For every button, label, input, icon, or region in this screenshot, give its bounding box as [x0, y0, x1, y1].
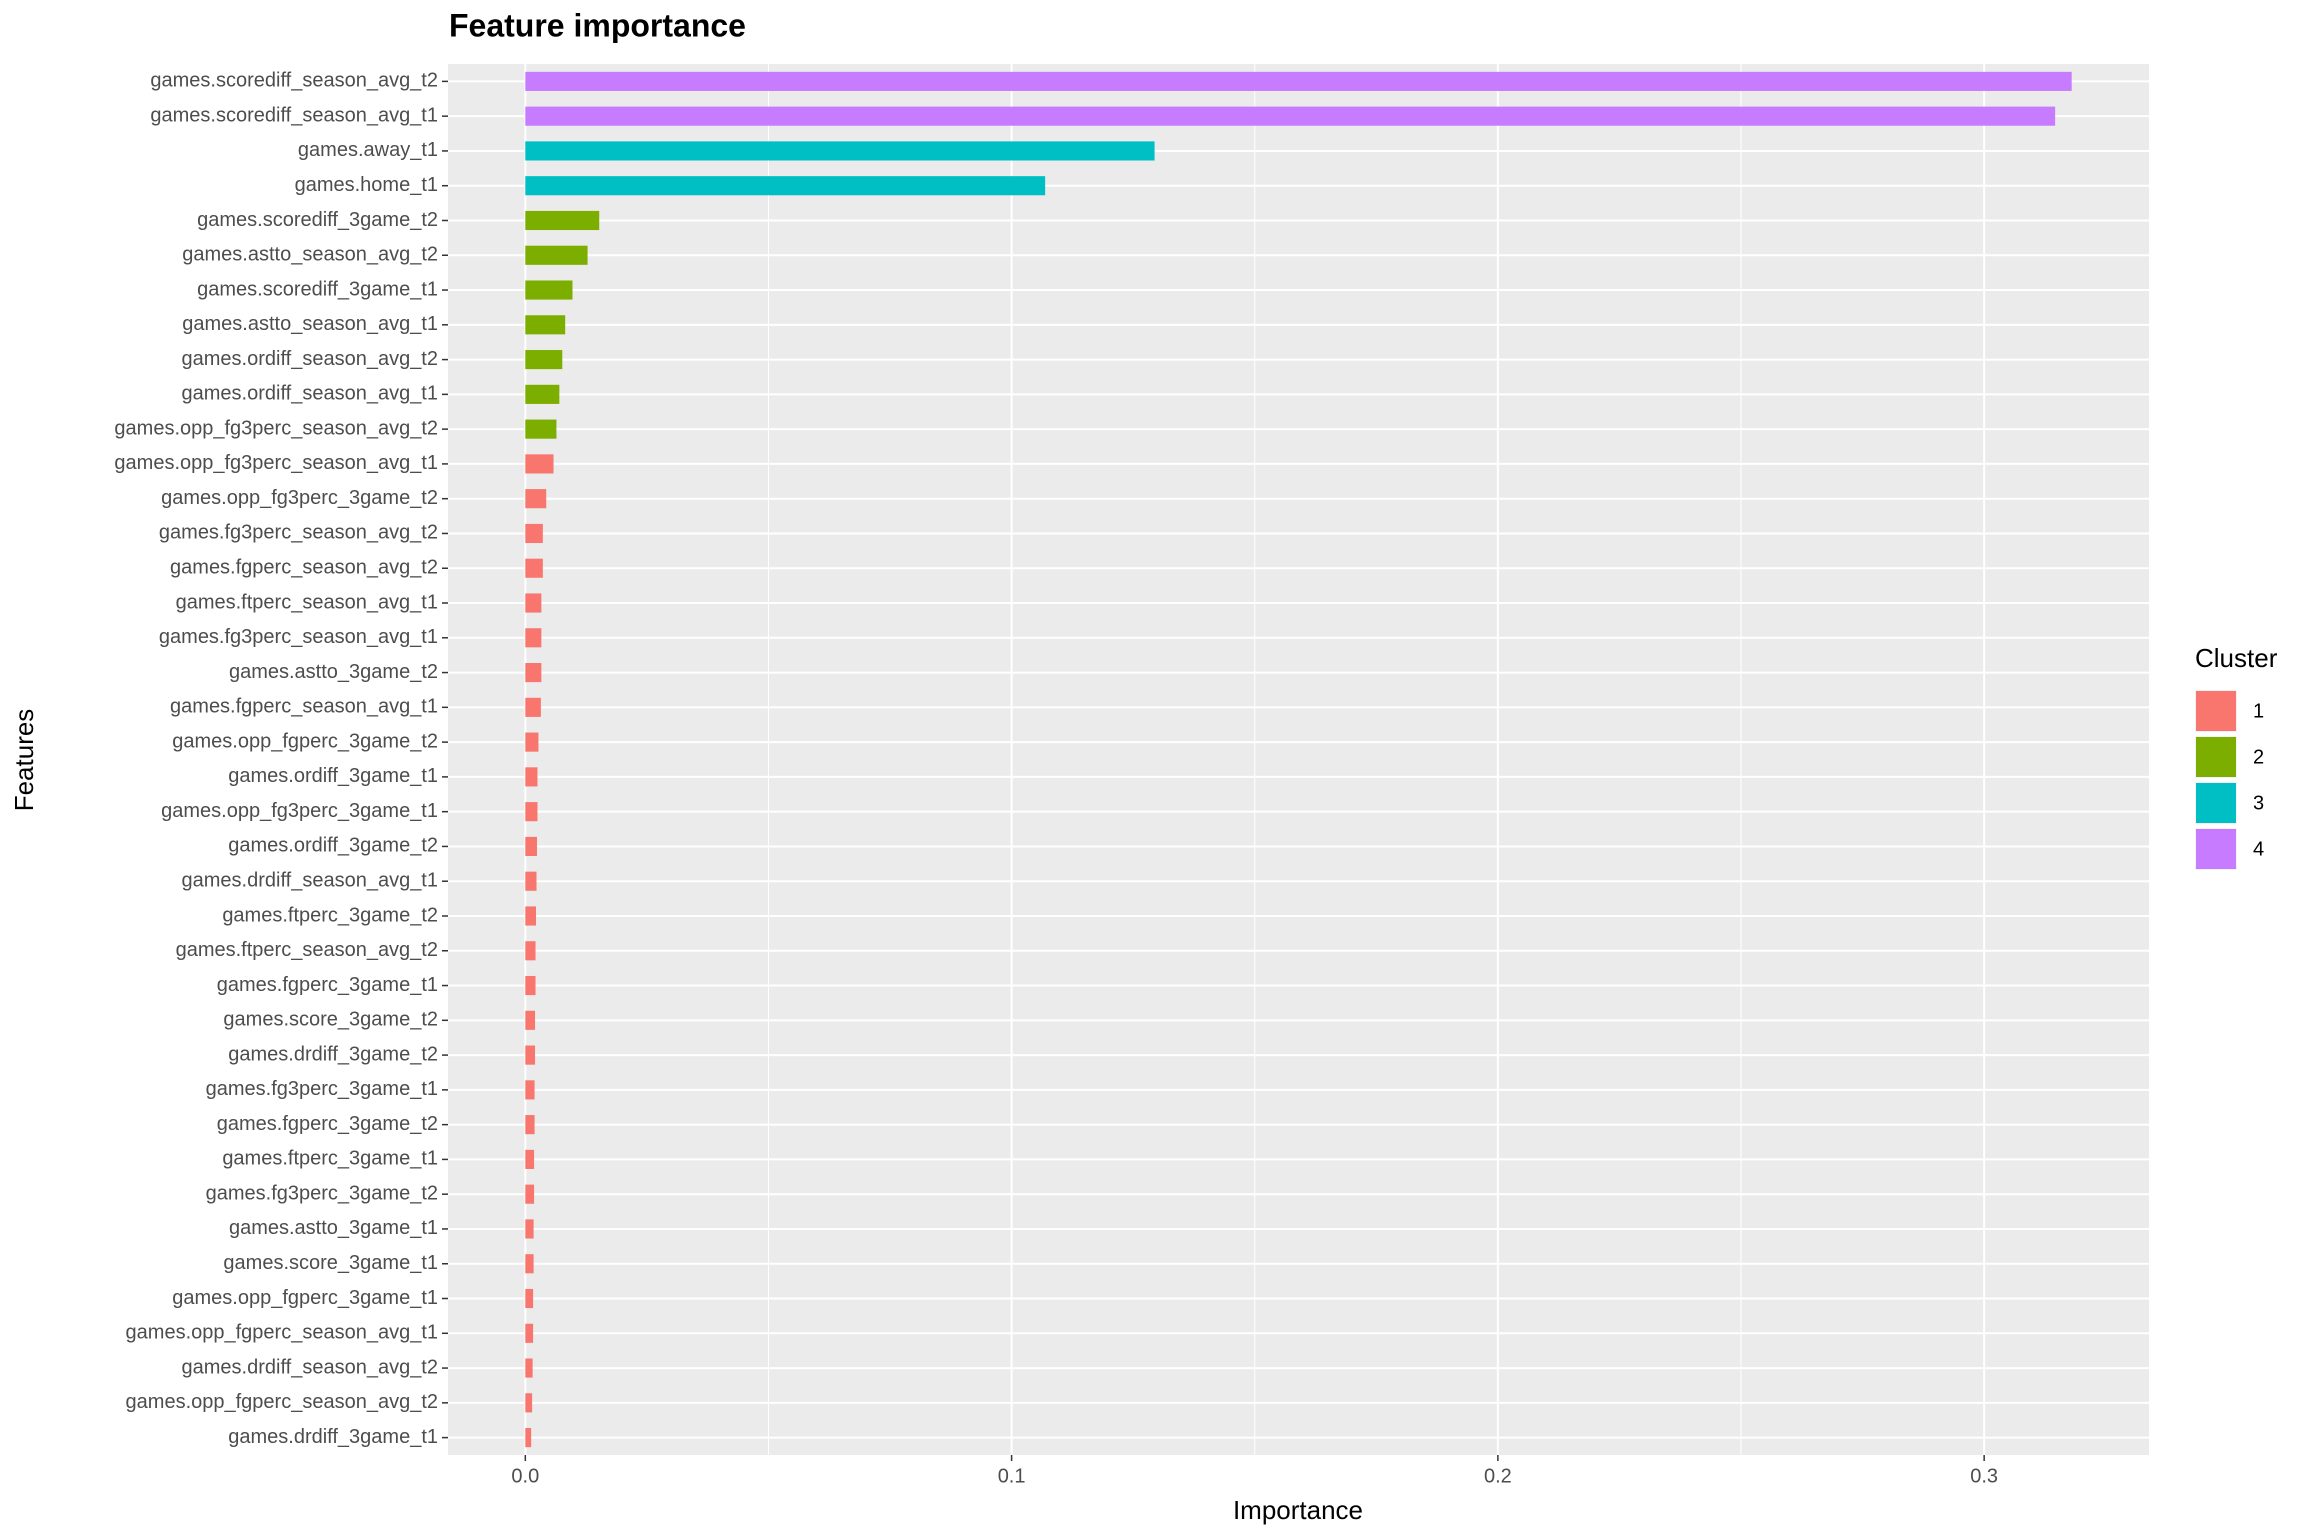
y-tick-label: games.opp_fg3perc_season_avg_t1 — [114, 452, 438, 474]
y-tick-label: games.away_t1 — [298, 139, 438, 161]
y-tick-label: games.scorediff_season_avg_t2 — [150, 70, 438, 92]
legend-label: 4 — [2253, 838, 2264, 860]
bar — [525, 941, 536, 961]
bar — [525, 1045, 536, 1065]
legend-swatch — [2196, 737, 2236, 777]
bar — [525, 176, 1046, 196]
bar — [525, 1358, 533, 1378]
y-tick-label: games.score_3game_t1 — [223, 1252, 438, 1274]
y-tick-label: games.astto_season_avg_t1 — [182, 313, 438, 335]
bar — [525, 1254, 534, 1274]
bar — [525, 1184, 535, 1204]
y-axis-title: Features — [9, 709, 39, 812]
bar — [525, 871, 537, 891]
plot-panel — [448, 64, 2149, 1455]
bar — [525, 489, 547, 509]
legend-swatch — [2196, 691, 2236, 731]
y-tick-label: games.scorediff_3game_t2 — [197, 209, 438, 231]
y-tick-label: games.opp_fg3perc_3game_t2 — [161, 487, 438, 509]
x-tick-label: 0.3 — [1970, 1465, 1998, 1487]
y-tick-label: games.scorediff_3game_t1 — [197, 278, 438, 300]
legend-label: 2 — [2253, 746, 2264, 768]
y-tick-label: games.drdiff_3game_t2 — [228, 1043, 438, 1065]
y-tick-label: games.fgperc_3game_t1 — [217, 974, 438, 996]
bar — [525, 523, 543, 544]
bar — [525, 593, 542, 613]
y-tick-label: games.ordiff_3game_t2 — [228, 835, 438, 857]
y-tick-label: games.astto_3game_t1 — [229, 1217, 438, 1239]
bar — [525, 802, 538, 822]
bar — [525, 662, 542, 683]
bar — [525, 1080, 535, 1100]
x-tick-label: 0.1 — [998, 1465, 1026, 1487]
y-tick-label: games.fgperc_season_avg_t2 — [170, 557, 438, 579]
bar — [525, 1010, 536, 1030]
bar — [525, 106, 2056, 126]
y-tick-label: games.ftperc_3game_t1 — [222, 1148, 438, 1170]
bar — [525, 419, 557, 439]
bar — [525, 1219, 534, 1239]
y-tick-label: games.fg3perc_season_avg_t2 — [159, 522, 438, 544]
y-tick-label: games.fg3perc_season_avg_t1 — [159, 626, 438, 648]
y-tick-label: games.ordiff_season_avg_t1 — [182, 383, 438, 405]
y-tick-label: games.opp_fgperc_3game_t1 — [172, 1287, 438, 1309]
y-tick-label: games.ordiff_3game_t1 — [228, 765, 438, 787]
y-tick-label: games.opp_fgperc_season_avg_t2 — [126, 1391, 438, 1413]
y-tick-label: games.fgperc_3game_t2 — [217, 1113, 438, 1135]
bar — [525, 1323, 534, 1343]
y-tick-label: games.ftperc_3game_t2 — [222, 904, 438, 926]
legend-swatch — [2196, 783, 2236, 823]
y-tick-label: games.drdiff_3game_t1 — [228, 1426, 438, 1448]
y-tick-label: games.fg3perc_3game_t1 — [206, 1078, 438, 1100]
y-tick-label: games.ftperc_season_avg_t1 — [176, 591, 438, 613]
bar — [525, 1393, 533, 1413]
y-tick-label: games.astto_season_avg_t2 — [182, 244, 438, 266]
y-tick-label: games.drdiff_season_avg_t2 — [182, 1356, 438, 1378]
y-tick-label: games.fgperc_season_avg_t1 — [170, 696, 438, 718]
y-tick-label: games.opp_fg3perc_season_avg_t2 — [114, 417, 438, 439]
y-tick-label: games.astto_3game_t2 — [229, 661, 438, 683]
x-axis-title: Importance — [1233, 1495, 1363, 1525]
bar — [525, 315, 566, 335]
y-tick-label: games.ftperc_season_avg_t2 — [176, 939, 438, 961]
bar — [525, 836, 537, 857]
y-tick-label: games.opp_fg3perc_3game_t1 — [161, 800, 438, 822]
bar — [525, 558, 543, 578]
legend-title: Cluster — [2195, 643, 2278, 673]
bar — [525, 1115, 535, 1135]
bar — [525, 1428, 532, 1448]
y-tick-label: games.scorediff_season_avg_t1 — [150, 104, 438, 126]
bar — [525, 1288, 534, 1309]
legend-label: 1 — [2253, 700, 2264, 722]
bar — [525, 454, 554, 474]
x-tick-label: 0.0 — [511, 1465, 539, 1487]
y-tick-label: games.opp_fgperc_season_avg_t1 — [126, 1322, 438, 1344]
bar — [525, 245, 588, 265]
bar — [525, 628, 542, 648]
y-tick-label: games.home_t1 — [295, 174, 438, 196]
bar — [525, 975, 536, 996]
bar — [525, 350, 563, 370]
bar — [525, 210, 600, 231]
legend-label: 3 — [2253, 792, 2264, 814]
bar — [525, 141, 1155, 161]
bar — [525, 697, 541, 717]
bar — [525, 1149, 535, 1169]
y-tick-label: games.opp_fgperc_3game_t2 — [172, 730, 438, 752]
legend-swatch — [2196, 829, 2236, 869]
bar — [525, 767, 538, 787]
bar — [525, 384, 560, 404]
bar — [525, 732, 539, 752]
bar — [525, 280, 573, 300]
y-tick-label: games.ordiff_season_avg_t2 — [182, 348, 438, 370]
y-tick-label: games.score_3game_t2 — [223, 1009, 438, 1031]
x-tick-label: 0.2 — [1484, 1465, 1512, 1487]
bar — [525, 71, 2072, 91]
y-tick-label: games.drdiff_season_avg_t1 — [182, 869, 438, 891]
chart-title: Feature importance — [449, 7, 746, 43]
bar — [525, 906, 537, 926]
y-tick-label: games.fg3perc_3game_t2 — [206, 1182, 438, 1204]
